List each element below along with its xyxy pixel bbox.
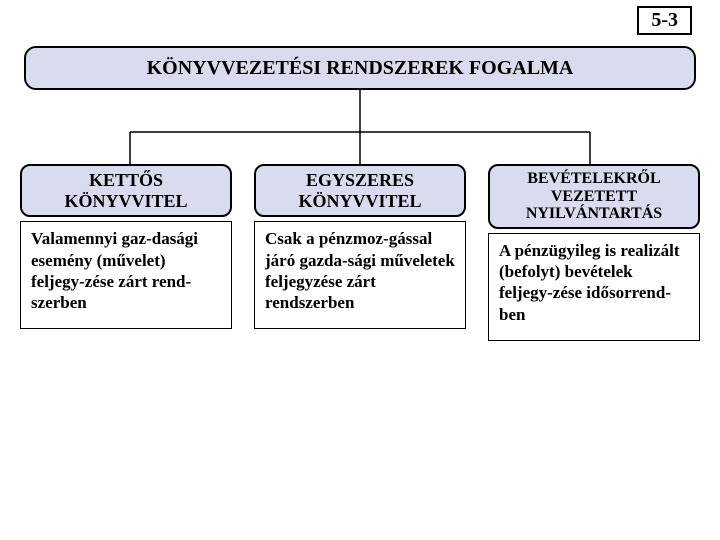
column-1-body: Valamennyi gaz-dasági esemény (művelet) … <box>20 221 232 329</box>
diagram-title: KÖNYVVEZETÉSI RENDSZEREK FOGALMA <box>24 46 696 90</box>
column-3: BEVÉTELEKRŐL VEZETETT NYILVÁNTARTÁS A pé… <box>488 164 700 341</box>
column-1-heading: KETTŐS KÖNYVVITEL <box>20 164 232 217</box>
column-2-heading: EGYSZERES KÖNYVVITEL <box>254 164 466 217</box>
column-3-body: A pénzügyileg is realizált (befolyt) bev… <box>488 233 700 341</box>
column-3-heading: BEVÉTELEKRŐL VEZETETT NYILVÁNTARTÁS <box>488 164 700 229</box>
columns-container: KETTŐS KÖNYVVITEL Valamennyi gaz-dasági … <box>20 164 700 341</box>
column-2-body: Csak a pénzmoz-gással járó gazda-sági mű… <box>254 221 466 329</box>
connector-lines <box>0 90 720 170</box>
column-2: EGYSZERES KÖNYVVITEL Csak a pénzmoz-gáss… <box>254 164 466 341</box>
page-number-badge: 5-3 <box>637 6 692 35</box>
column-1: KETTŐS KÖNYVVITEL Valamennyi gaz-dasági … <box>20 164 232 341</box>
